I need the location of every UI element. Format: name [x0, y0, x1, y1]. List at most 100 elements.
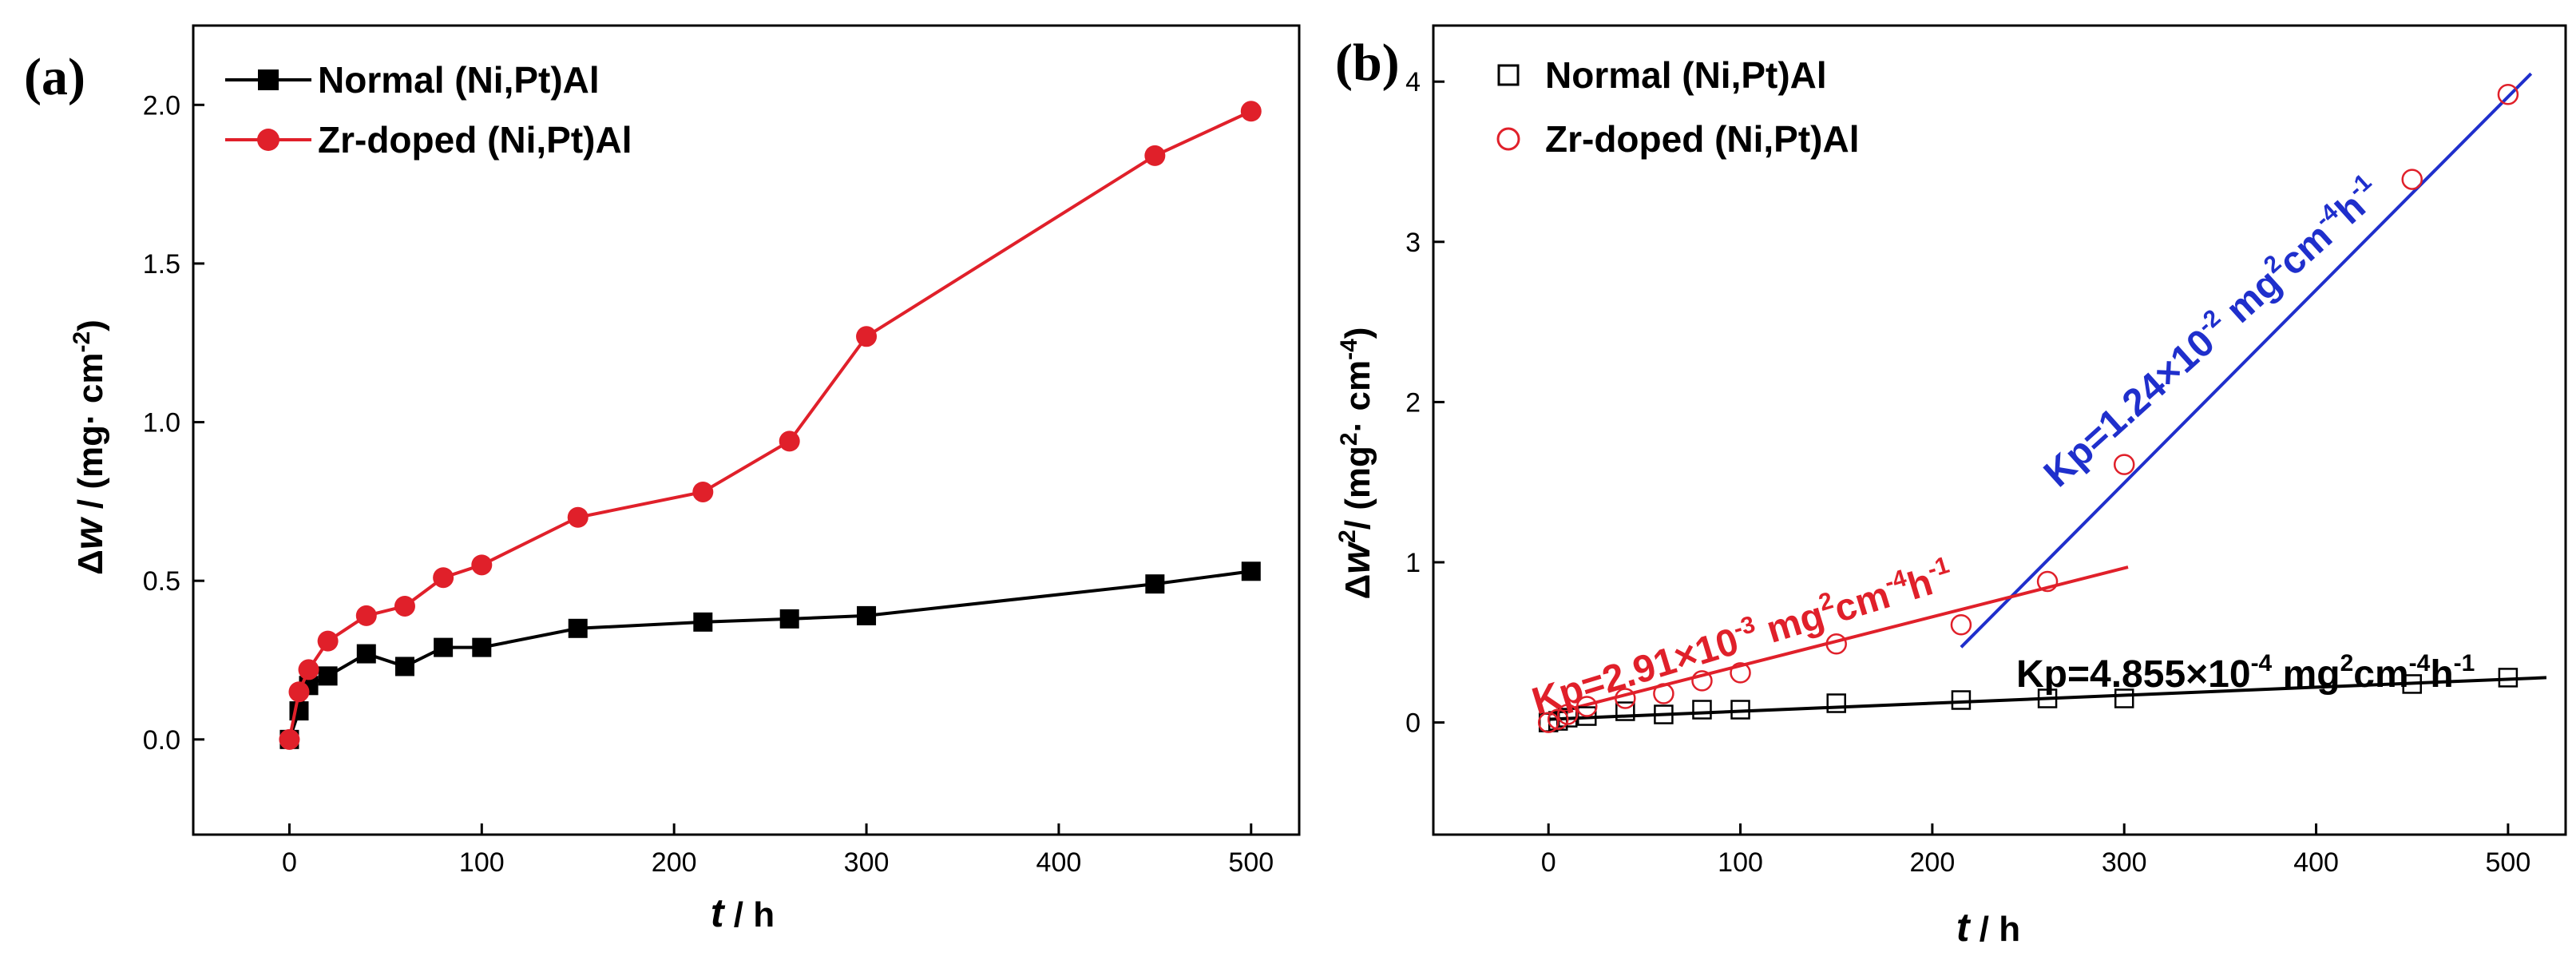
x-tick-label-a: 300 — [844, 847, 890, 878]
legend-a: Normal (Ni,Pt)Al Zr-doped (Ni,Pt)Al — [225, 59, 632, 161]
data-point-b-zr — [1950, 613, 1972, 636]
data-point-b-zr — [1537, 712, 1559, 733]
fit-line-normal — [1548, 676, 2547, 721]
data-point-b-zr — [1691, 670, 1713, 692]
plot-frame-b — [1432, 24, 2567, 836]
x-axis-label-a: t / h — [711, 891, 775, 935]
fit-line-zr-early — [1548, 565, 2129, 716]
legend-b-zr-marker — [1496, 127, 1520, 151]
x-tick-label-a: 500 — [1228, 847, 1274, 878]
data-point-b-zr — [1576, 696, 1598, 717]
data-point-b-zr — [2497, 84, 2519, 105]
data-point-b-zr — [2401, 169, 2423, 190]
y-tick-label-b: 2 — [1405, 387, 1421, 418]
data-point-a-normal — [1241, 561, 1261, 581]
data-point-a-zr — [279, 728, 300, 750]
data-point-a-zr — [471, 554, 493, 576]
x-tick-label-a: 100 — [459, 847, 505, 878]
x-tick-label-b: 200 — [1910, 847, 1956, 878]
legend-a-normal-marker — [258, 69, 279, 90]
y-tick-label-b: 0 — [1405, 708, 1421, 739]
legend-b-zr-label: Zr-doped (Ni,Pt)Al — [1545, 118, 1860, 160]
y-tick-label-a: 0.5 — [143, 566, 180, 597]
series-line-a-zr — [287, 109, 1252, 740]
panel-b: (b) 0 100 200 300 400 500 0 1 2 3 4 Δw2/ (mg2· cm-… — [1334, 24, 2567, 950]
x-axis-label-b: t / h — [1956, 905, 2020, 950]
data-point-a-zr — [779, 430, 800, 452]
data-point-b-normal — [2402, 674, 2422, 694]
y-tick-label-b: 4 — [1405, 67, 1421, 97]
data-point-a-normal — [1145, 574, 1165, 594]
legend-b-normal-marker — [1497, 64, 1520, 86]
data-point-a-zr — [1144, 145, 1166, 166]
y-axis-label-a: Δw / (mg· cm-2) — [66, 319, 111, 575]
ticks-a: 0 100 200 300 400 500 0.0 0.5 1.0 1.5 2.0 — [143, 90, 1274, 878]
kp-annotation-zr-late: Kp=1.24×10-2 mg2cm-4h-1 — [2034, 169, 2389, 495]
x-tick-label-b: 300 — [2102, 847, 2147, 878]
data-point-a-normal — [568, 618, 588, 638]
x-tick-label-b: 400 — [2293, 847, 2339, 878]
ticks-b: 0 100 200 300 400 500 0 1 2 3 4 — [1405, 67, 2530, 878]
data-point-b-normal — [2498, 668, 2519, 688]
y-tick-label-a: 1.5 — [143, 249, 180, 280]
data-point-a-normal — [857, 605, 877, 625]
data-point-b-zr — [1653, 683, 1674, 704]
data-point-a-normal — [318, 666, 338, 686]
legend-b: Normal (Ni,Pt)Al Zr-doped (Ni,Pt)Al — [1496, 54, 1860, 160]
kp-annotation-normal: Kp=4.855×10-4 mg2cm-4h-1 — [2016, 650, 2475, 696]
legend-a-zr-label: Zr-doped (Ni,Pt)Al — [318, 119, 632, 161]
data-point-b-normal — [1826, 693, 1846, 713]
y-tick-label-a: 0.0 — [143, 725, 180, 756]
data-point-a-zr — [433, 567, 454, 589]
fit-lines-b — [1548, 72, 2547, 721]
fit-line-zr-late — [1960, 72, 2533, 649]
data-point-a-normal — [472, 637, 492, 657]
x-tick-label-a: 400 — [1036, 847, 1082, 878]
x-tick-label-b: 100 — [1718, 847, 1763, 878]
data-point-b-zr — [1547, 708, 1569, 730]
data-point-b-zr — [2036, 570, 2059, 593]
legend-a-normal-label: Normal (Ni,Pt)Al — [318, 59, 600, 101]
data-point-b-normal — [1615, 701, 1635, 721]
x-tick-label-b: 0 — [1541, 847, 1556, 878]
y-axis-label-b: Δw2/ (mg2· cm-4) — [1334, 327, 1378, 600]
data-point-a-normal — [779, 609, 799, 629]
legend-a-zr-marker — [257, 129, 279, 151]
data-point-b-normal — [1730, 700, 1750, 720]
data-point-a-zr — [567, 506, 589, 528]
series-a — [279, 101, 1262, 750]
data-point-b-normal — [1654, 704, 1674, 724]
y-tick-label-b: 1 — [1405, 548, 1421, 578]
kp-annotation-zr-early: Kp=2.91×10-3 mg2cm-4h-1 — [1527, 552, 1958, 724]
data-point-b-zr — [2113, 454, 2135, 475]
data-point-a-zr — [288, 681, 310, 703]
data-point-a-normal — [693, 612, 713, 632]
panel-b-tag: (b) — [1335, 34, 1400, 92]
data-point-b-normal — [1951, 690, 1972, 710]
y-tick-label-a: 2.0 — [143, 90, 180, 121]
x-tick-label-a: 200 — [652, 847, 697, 878]
data-point-a-normal — [434, 637, 454, 657]
data-point-a-zr — [692, 481, 714, 502]
x-tick-label-b: 500 — [2486, 847, 2531, 878]
data-point-a-normal — [394, 657, 414, 676]
data-point-a-normal — [356, 644, 376, 664]
data-point-a-zr — [394, 595, 415, 617]
legend-b-normal-label: Normal (Ni,Pt)Al — [1545, 54, 1827, 96]
data-point-b-zr — [1825, 633, 1847, 655]
data-point-b-normal — [2114, 688, 2134, 708]
data-point-a-zr — [1240, 101, 1262, 122]
data-point-b-zr — [1730, 662, 1751, 684]
data-point-a-zr — [298, 659, 319, 680]
y-tick-label-b: 3 — [1405, 228, 1421, 258]
data-point-a-zr — [355, 605, 377, 626]
series-b — [1537, 84, 2519, 733]
panel-a: (a) 0 100 200 300 400 500 0.0 0.5 1.0 1.5 2.0 Δw /… — [24, 24, 1301, 935]
data-point-b-zr — [1615, 688, 1636, 709]
data-point-b-zr — [1556, 704, 1579, 725]
x-tick-label-a: 0 — [282, 847, 297, 878]
data-point-a-zr — [317, 630, 339, 652]
y-tick-label-a: 1.0 — [143, 408, 180, 438]
data-point-b-normal — [2037, 688, 2058, 708]
